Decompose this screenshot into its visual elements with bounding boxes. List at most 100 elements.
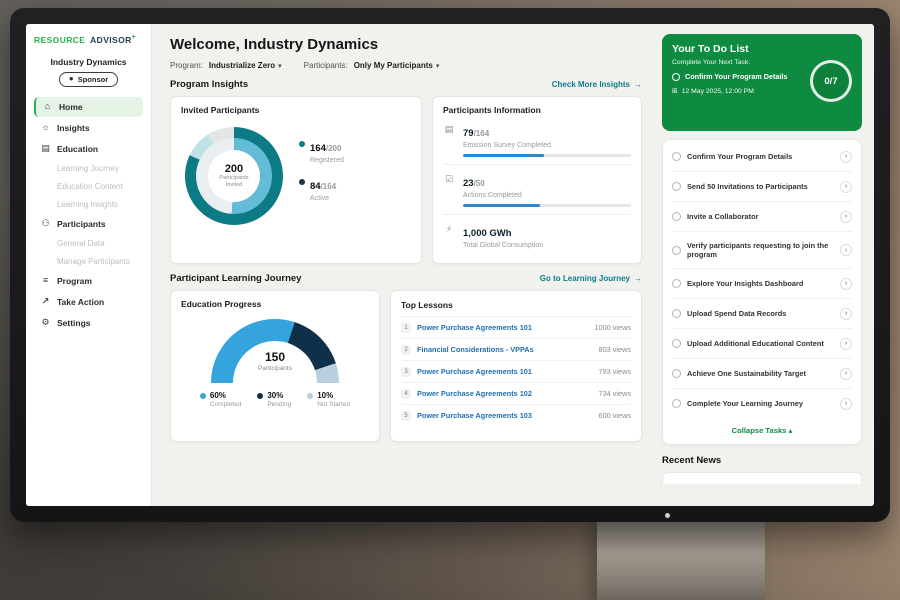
- sidebar-item-general-data[interactable]: General Data: [57, 239, 105, 249]
- org-name: Industry Dynamics: [50, 56, 127, 67]
- lesson-link[interactable]: Power Purchase Agreements 103: [417, 411, 532, 420]
- gauge-center-label: Participants: [258, 365, 292, 372]
- invited-donut-chart: 200 Participants Invited: [185, 127, 283, 225]
- legend-dot-registered: [299, 141, 305, 147]
- sidebar-nav: ⌂ Home ☼ Insights ▤ Education Learning J…: [34, 96, 143, 333]
- actions-icon: ☑: [444, 174, 454, 184]
- stat-actions-completed: ☑ 23/50 Actions Completed: [443, 165, 631, 215]
- task-checkbox[interactable]: [672, 309, 681, 319]
- task-item[interactable]: Achieve One Sustainability Target ›: [672, 359, 852, 390]
- power-led: [665, 513, 670, 518]
- lesson-rank: 1: [401, 322, 411, 333]
- participants-dropdown[interactable]: Only My Participants ▾: [354, 61, 440, 70]
- sidebar-item-take-action[interactable]: ↗ Take Action: [34, 292, 143, 312]
- task-checkbox[interactable]: [672, 73, 680, 81]
- task-item[interactable]: Confirm Your Program Details ›: [672, 142, 852, 172]
- sidebar-item-program[interactable]: ≡ Program: [34, 271, 143, 291]
- task-checkbox[interactable]: [672, 399, 681, 409]
- donut-center-label: Participants Invited: [219, 174, 249, 188]
- program-icon: ≡: [42, 275, 49, 286]
- chevron-right-icon[interactable]: ›: [840, 150, 852, 163]
- chevron-right-icon[interactable]: ›: [840, 244, 852, 257]
- sidebar: RESOURCE ADVISOR+ Industry Dynamics ● Sp…: [26, 24, 152, 506]
- lesson-link[interactable]: Power Purchase Agreements 101: [417, 323, 532, 332]
- task-item[interactable]: Upload Spend Data Records ›: [672, 299, 852, 330]
- legend-dot-completed: [199, 392, 206, 399]
- lesson-views: 600 views: [598, 411, 631, 420]
- sponsor-icon: ●: [68, 74, 74, 84]
- task-checkbox[interactable]: [672, 182, 681, 191]
- chevron-right-icon[interactable]: ›: [840, 337, 852, 350]
- task-item[interactable]: Explore Your Insights Dashboard ›: [672, 269, 852, 300]
- brand-resource: RESOURCE: [34, 34, 86, 45]
- chevron-right-icon[interactable]: ›: [840, 397, 852, 410]
- program-dropdown[interactable]: Industrialize Zero ▾: [209, 61, 282, 70]
- lesson-link[interactable]: Power Purchase Agreements 102: [417, 389, 532, 398]
- task-checkbox[interactable]: [672, 212, 681, 221]
- chevron-right-icon[interactable]: ›: [840, 210, 852, 223]
- lesson-row[interactable]: 2 Financial Considerations - VPPAs 803 v…: [401, 339, 631, 361]
- sidebar-item-insights[interactable]: ☼ Insights: [34, 118, 143, 138]
- chevron-right-icon[interactable]: ›: [840, 367, 852, 380]
- todo-next-task[interactable]: Confirm Your Program Details: [672, 72, 802, 81]
- dashboard-screen: RESOURCE ADVISOR+ Industry Dynamics ● Sp…: [26, 24, 874, 506]
- lesson-views: 1000 views: [594, 323, 631, 332]
- task-item[interactable]: Verify participants requesting to join t…: [672, 232, 852, 270]
- task-item[interactable]: Send 50 Invitations to Participants ›: [672, 172, 852, 202]
- stat-emission-survey: ▤ 79/164 Emission Survey Completed: [443, 115, 631, 165]
- lesson-link[interactable]: Financial Considerations - VPPAs: [417, 345, 534, 354]
- recent-news-title: Recent News: [662, 455, 722, 467]
- filters-row: Program: Industrialize Zero ▾ Participan…: [170, 61, 642, 70]
- task-item[interactable]: Invite a Collaborator ›: [672, 202, 852, 232]
- nav-label: Settings: [57, 317, 91, 328]
- lesson-link[interactable]: Power Purchase Agreements 101: [417, 367, 532, 376]
- lesson-rank: 5: [401, 410, 411, 421]
- collapse-tasks-link[interactable]: Collapse Tasks ▴: [731, 426, 793, 436]
- nav-label: Take Action: [57, 296, 105, 307]
- task-checkbox[interactable]: [672, 339, 681, 349]
- sidebar-item-learning-insights[interactable]: Learning Insights: [57, 200, 118, 210]
- lesson-row[interactable]: 1 Power Purchase Agreements 101 1000 vie…: [401, 317, 631, 339]
- chevron-right-icon[interactable]: ›: [840, 180, 852, 193]
- program-filter-label: Program:: [170, 61, 203, 70]
- nav-label: Participants: [57, 218, 106, 229]
- nav-label: Insights: [57, 122, 90, 133]
- chevron-right-icon[interactable]: ›: [840, 277, 852, 290]
- sidebar-item-settings[interactable]: ⚙ Settings: [34, 313, 143, 333]
- sidebar-item-participants[interactable]: ⚇ Participants: [34, 214, 143, 234]
- sidebar-item-education[interactable]: ▤ Education: [34, 139, 143, 159]
- task-checkbox[interactable]: [672, 245, 681, 255]
- task-checkbox[interactable]: [672, 152, 681, 161]
- task-checkbox[interactable]: [672, 369, 681, 379]
- sidebar-item-home[interactable]: ⌂ Home: [34, 96, 143, 117]
- card-title: Invited Participants: [181, 105, 260, 115]
- sponsor-badge[interactable]: ● Sponsor: [58, 71, 119, 87]
- lesson-row[interactable]: 5 Power Purchase Agreements 103 600 view…: [401, 405, 631, 426]
- progress-bar: [463, 154, 631, 157]
- task-item[interactable]: Upload Additional Educational Content ›: [672, 329, 852, 360]
- legend-dot-active: [299, 179, 305, 185]
- invited-participants-card: Invited Participants 200 Participants In…: [170, 96, 422, 264]
- sidebar-item-education-content[interactable]: Education Content: [57, 182, 123, 192]
- lesson-row[interactable]: 4 Power Purchase Agreements 102 734 view…: [401, 383, 631, 405]
- survey-icon: ▤: [444, 124, 454, 134]
- education-icon: ▤: [41, 143, 50, 154]
- insights-icon: ☼: [41, 122, 50, 133]
- recent-news-card: [662, 472, 862, 485]
- sidebar-item-manage-participants[interactable]: Manage Participants: [57, 257, 130, 267]
- take-action-icon: ↗: [41, 296, 50, 307]
- check-more-insights-link[interactable]: Check More Insights →: [551, 80, 642, 89]
- participants-filter-label: Participants:: [303, 61, 348, 70]
- lesson-row[interactable]: 3 Power Purchase Agreements 101 793 view…: [401, 361, 631, 383]
- go-to-learning-journey-link[interactable]: Go to Learning Journey →: [539, 274, 642, 283]
- brand-plus: +: [131, 34, 137, 41]
- task-item[interactable]: Complete Your Learning Journey ›: [672, 389, 852, 418]
- chevron-right-icon[interactable]: ›: [840, 307, 852, 320]
- task-checkbox[interactable]: [672, 279, 681, 289]
- todo-subtitle: Complete Your Next Task:: [672, 59, 751, 66]
- todo-title: Your To Do List: [672, 43, 749, 55]
- legend-completed: 60% Completed: [199, 391, 241, 408]
- lesson-rank: 3: [401, 366, 411, 377]
- todo-summary-card: Your To Do List Complete Your Next Task:…: [662, 34, 862, 131]
- sidebar-item-learning-journey[interactable]: Learning Journey: [57, 164, 119, 174]
